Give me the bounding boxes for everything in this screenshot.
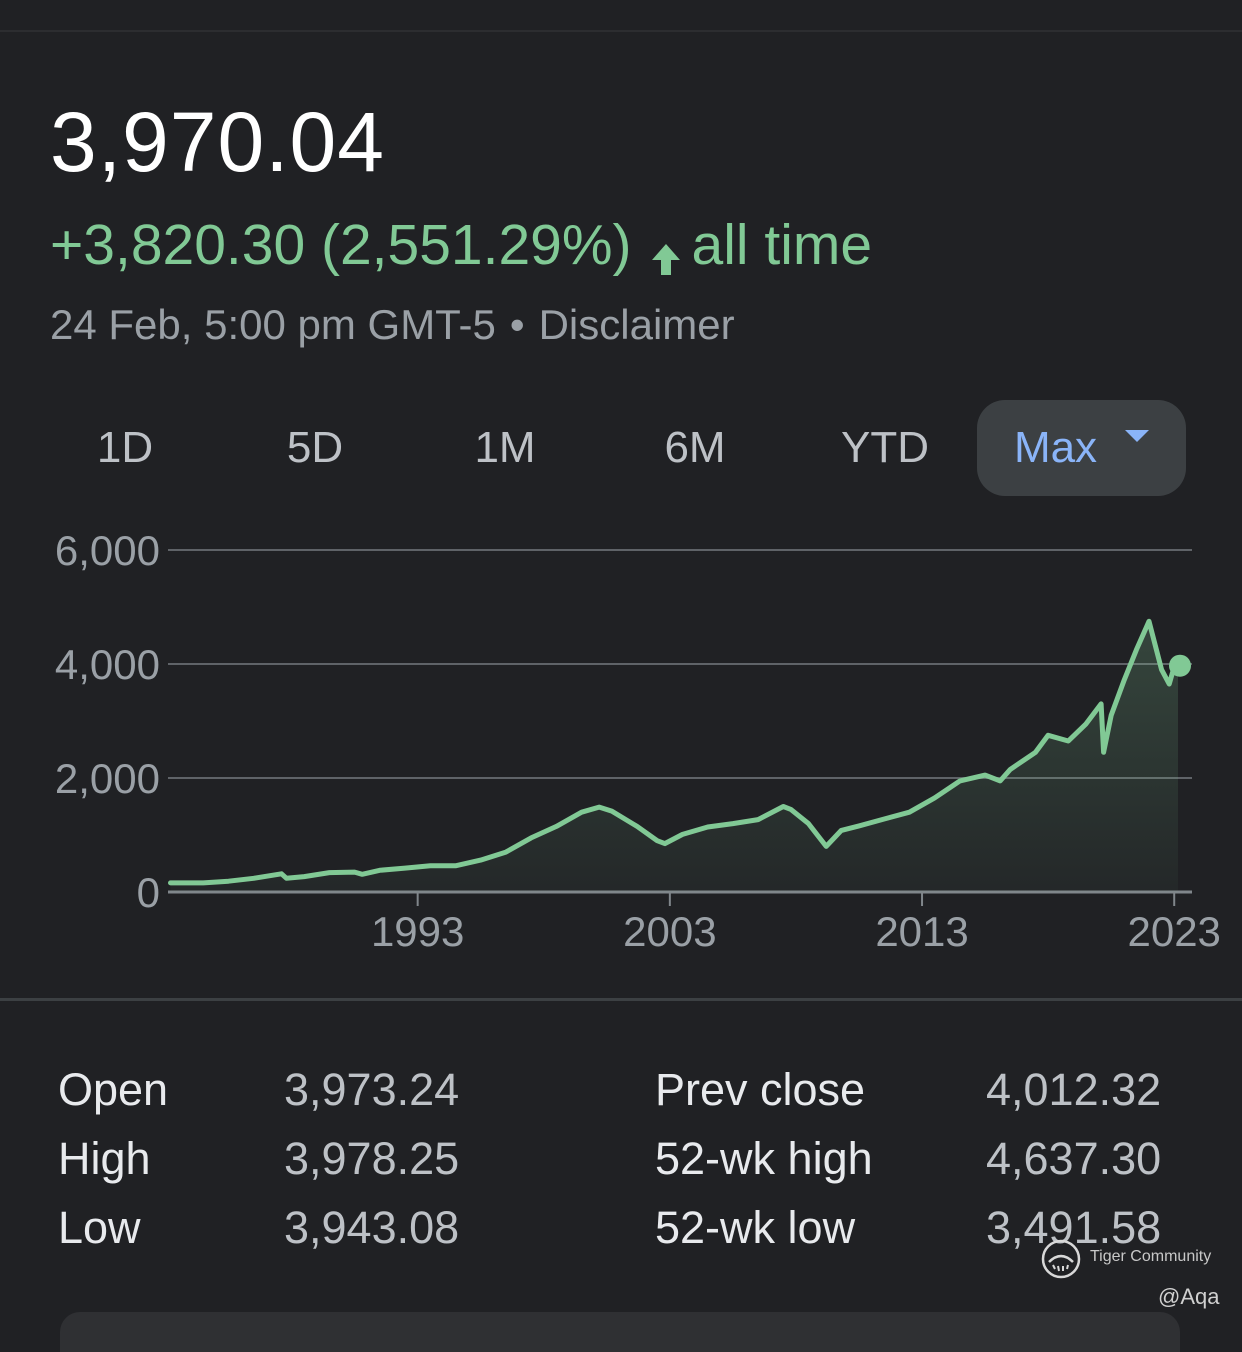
tab-5d[interactable]: 5D [220,400,410,496]
price-change: +3,820.30 (2,551.29%) [50,213,632,277]
tab-label: 6M [664,423,726,472]
y-tick-label: 4,000 [55,641,160,688]
tab-label: Max [1013,423,1098,472]
tab-label: 5D [286,423,344,472]
stat-value-low: 3,943.08 [284,1202,460,1253]
change-period: all time [691,213,873,277]
x-tick-label: 2013 [875,908,968,955]
y-tick-label: 6,000 [55,527,160,574]
top-divider [0,30,1242,32]
tab-1m[interactable]: 1M [410,400,600,496]
price-change-row: +3,820.30 (2,551.29%) all time [50,210,872,280]
current-value-point [1169,654,1191,677]
stat-value-high: 3,978.25 [284,1133,460,1184]
tab-6m[interactable]: 6M [600,400,790,496]
y-tick-label: 0 [137,869,160,916]
stat-value-open: 3,973.24 [284,1064,460,1115]
stat-label-52wk-high: 52-wk high [655,1133,873,1184]
range-tabs: 1D 5D 1M 6M YTD Max [30,400,1190,496]
section-divider [0,998,1242,1001]
tab-label: YTD [841,423,929,472]
watermark-handle: @Aqa [1158,1284,1220,1309]
tab-label: 1M [474,423,536,472]
x-tick-label: 2023 [1127,908,1220,955]
stat-value-52wk-high: 4,637.30 [986,1133,1162,1184]
series-area [170,621,1178,892]
y-tick-label: 2,000 [55,755,160,802]
disclaimer-link[interactable]: Disclaimer [538,301,735,348]
next-card-edge [60,1312,1180,1352]
tiger-logo-icon [1040,1238,1082,1280]
stat-label-prev-close: Prev close [655,1064,866,1115]
x-tick-label: 2003 [623,908,716,955]
tab-max[interactable]: Max [977,400,1186,496]
stat-label-low: Low [58,1202,141,1253]
quote-timestamp: 24 Feb, 5:00 pm GMT-5 [50,301,496,348]
tab-1d[interactable]: 1D [30,400,220,496]
x-tick-label: 1993 [371,908,464,955]
separator-dot: • [509,301,525,348]
tab-label: 1D [96,423,154,472]
stat-label-52wk-low: 52-wk low [655,1202,856,1253]
price-chart[interactable]: 0 2,000 4,000 6,000 1993 2003 2013 2023 [0,520,1242,970]
tab-ytd[interactable]: YTD [790,400,980,496]
stat-label-open: Open [58,1064,169,1115]
series-line [168,618,1181,886]
caret-down-icon [1125,430,1150,443]
arrow-up-icon [646,225,686,275]
watermark-brand: Tiger Community [1090,1248,1212,1265]
stat-label-high: High [58,1133,151,1184]
current-price: 3,970.04 [50,95,385,189]
timestamp-row: 24 Feb, 5:00 pm GMT-5 • Disclaimer [50,298,735,352]
watermark: Tiger Community [1040,1238,1240,1280]
stat-value-prev-close: 4,012.32 [986,1064,1162,1115]
